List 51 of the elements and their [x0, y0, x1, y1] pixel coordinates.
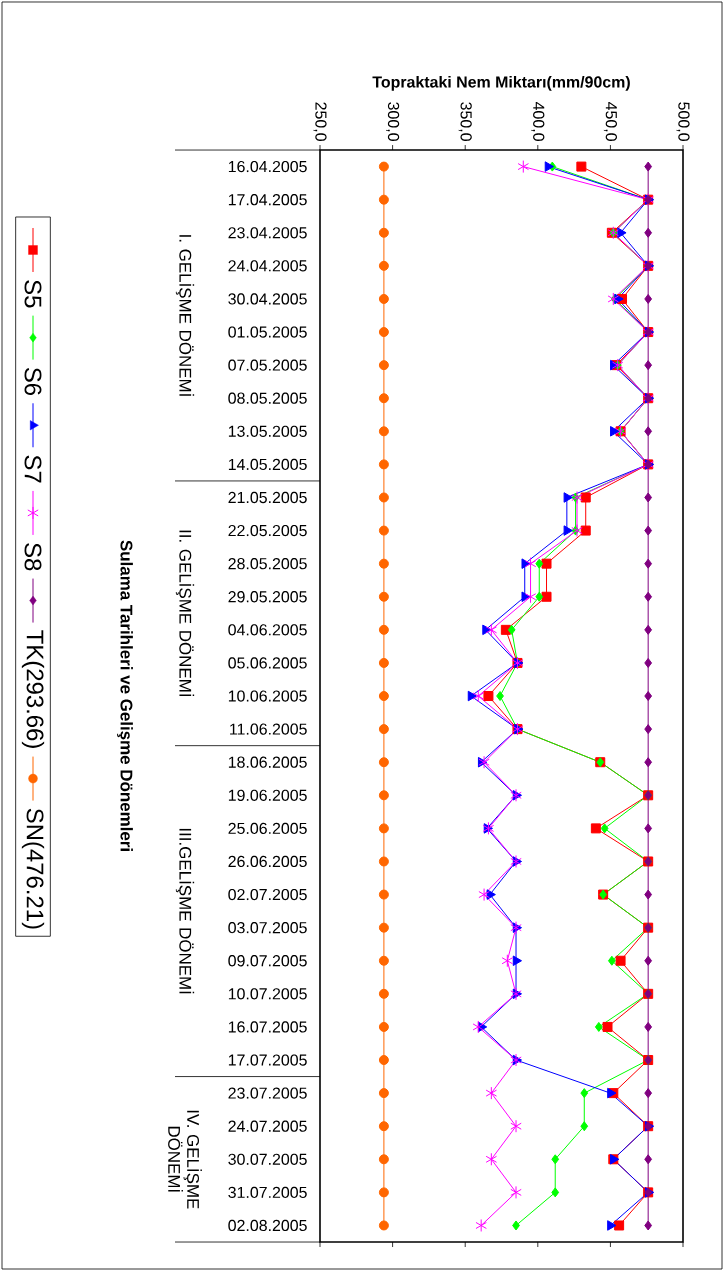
y-tick-label: 14.05.2005	[228, 458, 307, 471]
y-tick-label: 24.04.2005	[228, 260, 307, 272]
y-tick-label: 02.08.2005	[228, 1219, 307, 1232]
y-tick-label: 13.05.2005	[228, 425, 307, 437]
y-tick-label: 24.07.2005	[228, 1120, 307, 1132]
y-tick-label: 22.05.2005	[228, 524, 307, 537]
y-tick-label: 30.04.2005	[228, 293, 307, 305]
y-tick-label: 05.06.2005	[228, 657, 307, 669]
y-tick-label: 29.05.2005	[228, 591, 307, 603]
y-tick-label: 25.06.2005	[228, 822, 307, 835]
y-tick-label: 31.07.2005	[228, 1186, 307, 1199]
x-axis-title: Topraktaki Nem Miktarı(mm/90cm)	[372, 75, 630, 91]
y-tick-label: 16.04.2005	[228, 160, 307, 173]
x-tick-label: 450,0	[603, 101, 617, 141]
legend-label: S7	[24, 455, 42, 483]
y-tick-label: 10.07.2005	[228, 988, 307, 1000]
y-tick-label: 01.05.2005	[228, 326, 307, 338]
y-tick-label: 07.05.2005	[228, 359, 307, 371]
x-tick-label: 250,0	[313, 102, 327, 141]
y-tick-label: 09.07.2005	[228, 955, 307, 967]
y-tick-label: 19.06.2005	[228, 789, 307, 801]
y-tick-label: 23.04.2005	[228, 227, 307, 239]
legend-label: TK(293.66)	[21, 630, 45, 748]
text: IV. GELİŞME DÖNEMİ	[168, 1110, 202, 1209]
y-tick-label: 21.05.2005	[228, 491, 307, 504]
legend-label: S5	[24, 280, 42, 308]
legend-label: SN(476.21)	[21, 808, 45, 929]
y-tick-label: 04.06.2005	[228, 624, 307, 636]
y-tick-label: 23.07.2005	[228, 1087, 307, 1099]
text: Sulama Tarihleri ve Gelişme Dönemleri	[117, 540, 133, 851]
y-tick-label: 17.07.2005	[228, 1054, 307, 1066]
x-tick-label: 350,0	[458, 102, 472, 141]
y-tick-label: 11.06.2005	[230, 723, 307, 735]
y-tick-label: 03.07.2005	[228, 922, 307, 934]
y-tick-label: 08.05.2005	[228, 392, 307, 404]
y-tick-label: 30.07.2005	[228, 1153, 307, 1165]
y-tick-label: 26.06.2005	[228, 855, 307, 868]
y-tick-label: 02.07.2005	[228, 888, 307, 901]
x-tick-label: 300,0	[386, 102, 400, 141]
text: I. GELİŞME DÖNEMİ	[175, 235, 195, 396]
y-tick-label: 28.05.2005	[228, 558, 307, 570]
x-tick-label: 500,0	[676, 102, 690, 141]
text: II. GELİŞME DÖNEMİ	[175, 530, 195, 696]
x-tick-label: 400,0	[531, 101, 545, 141]
y-tick-label: 16.07.2005	[228, 1021, 307, 1033]
legend-label: S8	[24, 543, 42, 571]
legend-label: S6	[24, 367, 42, 396]
y-tick-label: 17.04.2005	[228, 194, 307, 206]
y-tick-label: 10.06.2005	[228, 690, 307, 702]
text: III.GELİŞME DÖNEMİ	[175, 828, 195, 994]
y-tick-label: 18.06.2005	[228, 756, 307, 768]
